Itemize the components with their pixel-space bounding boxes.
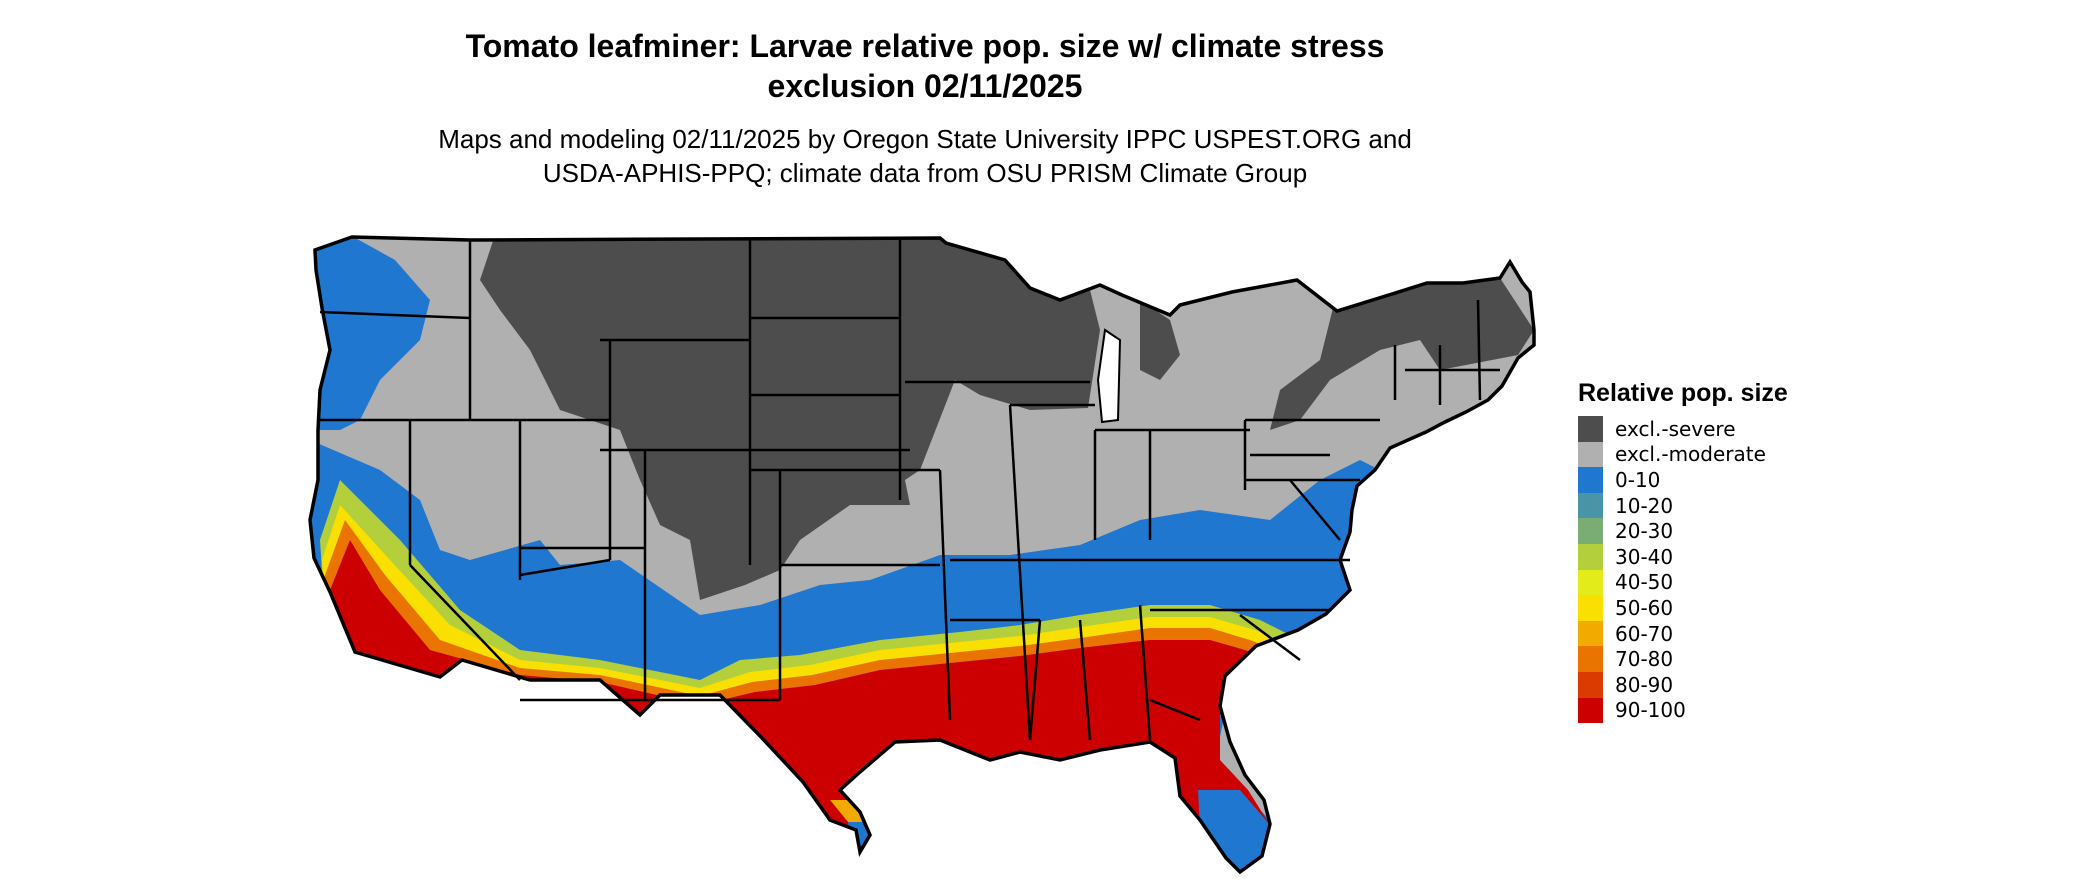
legend-label: 50-60 [1615, 595, 1674, 620]
legend-item: 90-100 [1578, 697, 1788, 724]
legend-swatch [1578, 492, 1603, 519]
legend-item: 50-60 [1578, 595, 1788, 621]
legend-swatch [1578, 671, 1603, 698]
legend-swatch [1578, 595, 1603, 621]
legend-label: 20-30 [1615, 519, 1674, 544]
band-0-10-northwest [310, 237, 430, 430]
legend-swatch [1578, 697, 1603, 724]
legend-item: 40-50 [1578, 569, 1788, 596]
legend-item: 10-20 [1578, 492, 1788, 519]
legend-label: 60-70 [1615, 621, 1674, 646]
legend-item: 60-70 [1578, 620, 1788, 647]
legend-label: 30-40 [1615, 544, 1674, 569]
state-borders [319, 240, 1500, 741]
legend-item: 80-90 [1578, 671, 1788, 698]
legend-label: excl.-severe [1615, 416, 1736, 441]
legend-label: 90-100 [1615, 698, 1686, 723]
title-line-1: Tomato leafminer: Larvae relative pop. s… [465, 28, 1385, 64]
excl-severe-northern-plains [480, 237, 1100, 600]
legend-swatch [1578, 543, 1603, 570]
legend-title: Relative pop. size [1578, 379, 1788, 407]
legend-item: 0-10 [1578, 467, 1788, 493]
legend-label: excl.-moderate [1615, 442, 1766, 467]
band-0-10-texas-tip [848, 820, 880, 860]
title-line-2: exclusion 02/11/2025 [767, 68, 1083, 104]
legend-swatch [1578, 646, 1603, 672]
legend-label: 70-80 [1615, 647, 1674, 672]
legend-swatch [1578, 467, 1603, 493]
band-0-10-florida-tip [1198, 790, 1270, 872]
legend-items: excl.-severe excl.-moderate 0-10 10-20 20-30… [1578, 416, 1788, 724]
legend-label: 10-20 [1615, 493, 1674, 518]
us-risk-map [308, 235, 1536, 874]
legend-swatch [1578, 569, 1603, 596]
map-subtitle: Maps and modeling 02/11/2025 by Oregon S… [0, 122, 1850, 190]
legend-label: 40-50 [1615, 570, 1674, 595]
legend-swatch [1578, 441, 1603, 468]
excl-severe-michigan [1140, 300, 1180, 380]
legend-swatch [1578, 416, 1603, 442]
legend-item: 20-30 [1578, 518, 1788, 544]
legend-item: excl.-severe [1578, 416, 1788, 442]
legend: Relative pop. size excl.-severe excl.-mod… [1578, 378, 1788, 724]
risk-bands [310, 237, 1534, 872]
subtitle-line-1: Maps and modeling 02/11/2025 by Oregon S… [438, 124, 1412, 154]
legend-item: 30-40 [1578, 543, 1788, 570]
legend-item: excl.-moderate [1578, 441, 1788, 468]
legend-label: 0-10 [1615, 467, 1661, 492]
legend-swatch [1578, 518, 1603, 544]
legend-label: 80-90 [1615, 672, 1674, 697]
legend-item: 70-80 [1578, 646, 1788, 672]
map-title: Tomato leafminer: Larvae relative pop. s… [0, 26, 1850, 106]
excl-severe-northeast [1270, 278, 1534, 430]
legend-swatch [1578, 620, 1603, 647]
subtitle-line-2: USDA-APHIS-PPQ; climate data from OSU PR… [542, 158, 1308, 188]
lake-michigan [1096, 328, 1122, 424]
